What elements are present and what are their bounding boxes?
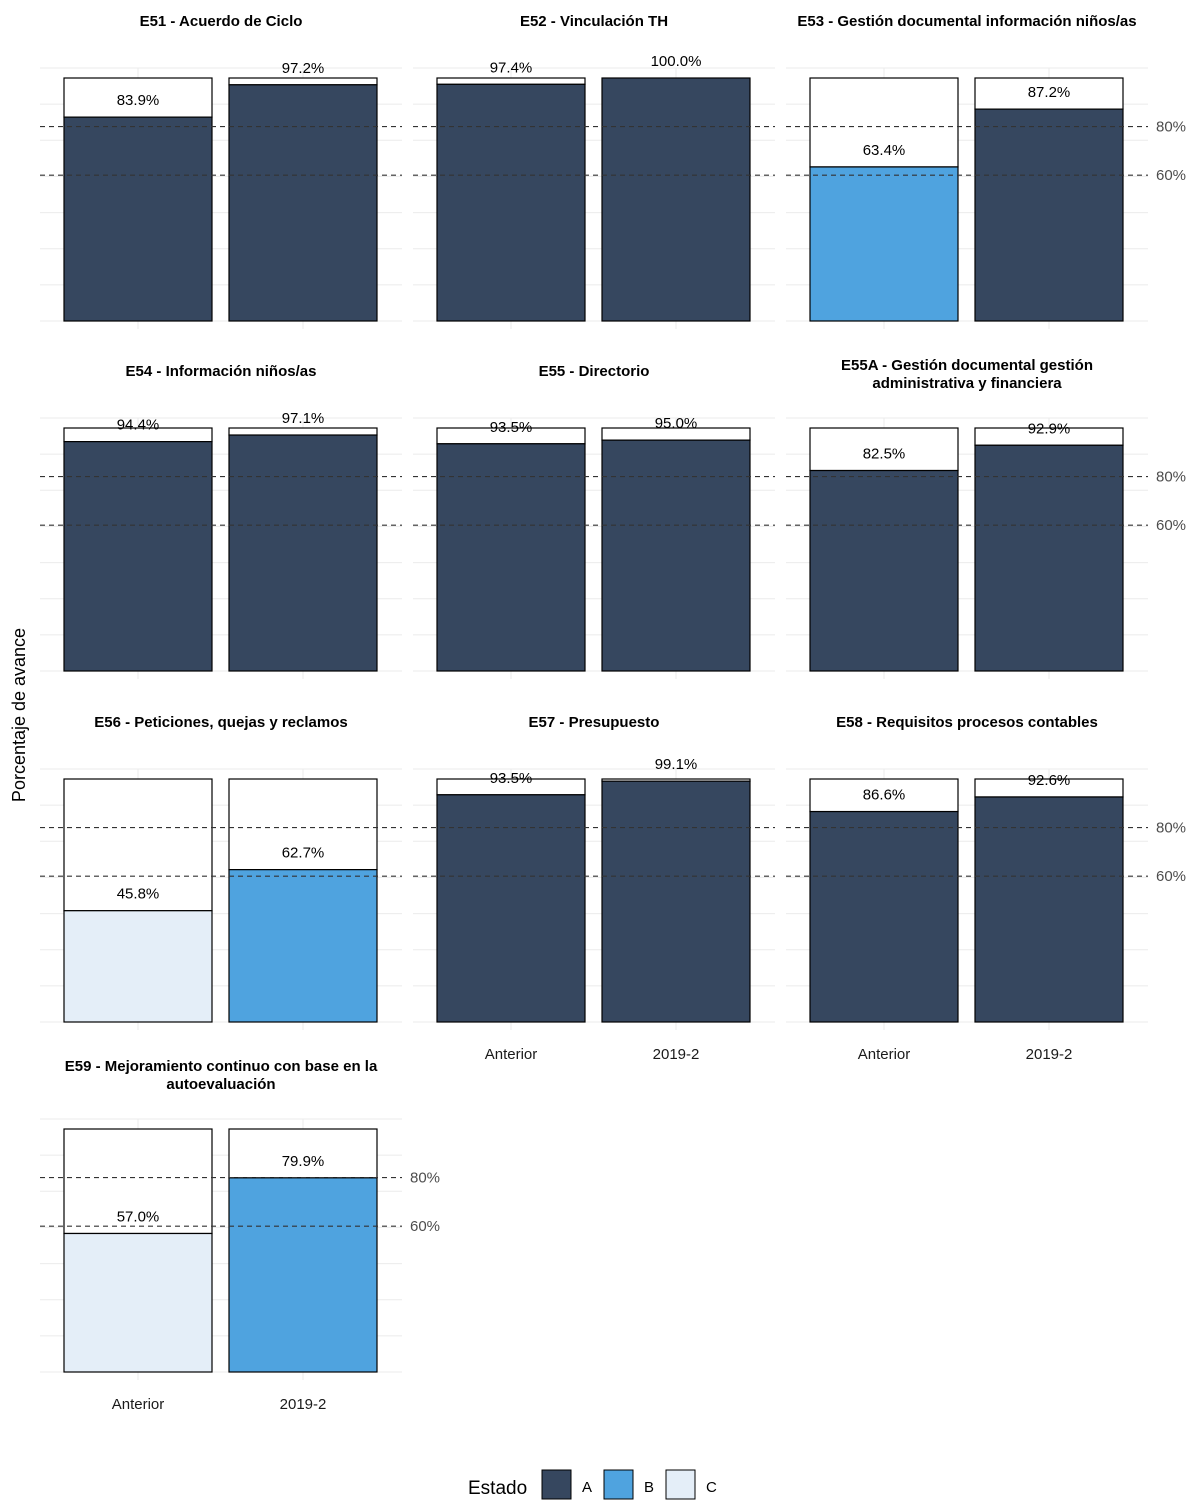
panel-title: E55A - Gestión documental gestión bbox=[841, 357, 1093, 374]
bar-B bbox=[809, 166, 959, 322]
x-tick-label: 2019-2 bbox=[653, 1046, 700, 1063]
bar-A bbox=[436, 794, 586, 1023]
panel-title: autoevaluación bbox=[166, 1076, 275, 1093]
bar-remainder bbox=[809, 778, 959, 813]
bar-A bbox=[974, 444, 1124, 672]
legend-title: Estado bbox=[468, 1478, 527, 1499]
bar-C bbox=[63, 910, 213, 1023]
value-label: 100.0% bbox=[651, 53, 702, 70]
value-label: 93.5% bbox=[490, 770, 533, 787]
bar-A bbox=[601, 439, 751, 672]
panel-title: E51 - Acuerdo de Ciclo bbox=[140, 13, 303, 30]
value-label: 92.9% bbox=[1028, 420, 1071, 437]
bar-remainder bbox=[809, 427, 959, 472]
panel-title: E53 - Gestión documental información niñ… bbox=[797, 13, 1136, 30]
bar-A bbox=[974, 796, 1124, 1023]
reference-line-label: 80% bbox=[1156, 820, 1186, 837]
legend-swatch-C bbox=[665, 1469, 696, 1500]
panel-title: administrativa y financiera bbox=[872, 375, 1062, 392]
value-label: 94.4% bbox=[117, 417, 160, 434]
value-label: 87.2% bbox=[1028, 84, 1071, 101]
reference-line-label: 80% bbox=[1156, 119, 1186, 136]
bar-A bbox=[63, 441, 213, 672]
bar-A bbox=[228, 84, 378, 322]
panel-title: E57 - Presupuesto bbox=[529, 714, 660, 731]
legend-swatch-B bbox=[603, 1469, 634, 1500]
bar-A bbox=[974, 108, 1124, 322]
bar-C bbox=[63, 1232, 213, 1373]
x-tick-label: Anterior bbox=[112, 1396, 165, 1413]
x-tick-label: Anterior bbox=[485, 1046, 538, 1063]
bar-remainder bbox=[436, 77, 586, 85]
value-label: 57.0% bbox=[117, 1208, 160, 1225]
bar-A bbox=[228, 434, 378, 672]
bar-remainder bbox=[63, 778, 213, 912]
bar-remainder bbox=[974, 77, 1124, 110]
legend-swatch-A bbox=[541, 1469, 572, 1500]
legend-key-label: C bbox=[706, 1479, 717, 1496]
value-label: 99.1% bbox=[655, 756, 698, 773]
reference-line-label: 60% bbox=[1156, 517, 1186, 534]
bar-A bbox=[436, 443, 586, 672]
value-label: 82.5% bbox=[863, 446, 906, 463]
panel-title: E59 - Mejoramiento continuo con base en … bbox=[65, 1058, 378, 1075]
reference-line-label: 60% bbox=[410, 1218, 440, 1235]
reference-line-label: 60% bbox=[1156, 167, 1186, 184]
x-tick-label: Anterior bbox=[858, 1046, 911, 1063]
value-label: 92.6% bbox=[1028, 772, 1071, 789]
bar-remainder bbox=[63, 1128, 213, 1235]
x-tick-label: 2019-2 bbox=[280, 1396, 327, 1413]
value-label: 97.4% bbox=[490, 59, 533, 76]
bar-B bbox=[228, 869, 378, 1023]
value-label: 45.8% bbox=[117, 886, 160, 903]
bar-B bbox=[228, 1177, 378, 1373]
value-label: 86.6% bbox=[863, 787, 906, 804]
panel-title: E54 - Información niños/as bbox=[126, 363, 317, 380]
panel-title: E52 - Vinculación TH bbox=[520, 13, 668, 30]
legend-key-label: B bbox=[644, 1479, 654, 1496]
bar-remainder bbox=[228, 77, 378, 86]
value-label: 79.9% bbox=[282, 1153, 325, 1170]
reference-line-label: 80% bbox=[1156, 469, 1186, 486]
bar-A bbox=[601, 780, 751, 1023]
panel-title: E58 - Requisitos procesos contables bbox=[836, 714, 1098, 731]
y-axis-label: Porcentaje de avance bbox=[9, 628, 29, 802]
panel-title: E56 - Peticiones, quejas y reclamos bbox=[94, 714, 347, 731]
bar-remainder bbox=[228, 1128, 378, 1179]
bar-A bbox=[809, 810, 959, 1023]
value-label: 83.9% bbox=[117, 92, 160, 109]
value-label: 95.0% bbox=[655, 415, 698, 432]
bar-A bbox=[436, 83, 586, 322]
reference-line-label: 80% bbox=[410, 1170, 440, 1187]
bar-A bbox=[601, 77, 751, 322]
value-label: 62.7% bbox=[282, 845, 325, 862]
bar-A bbox=[809, 469, 959, 672]
x-tick-label: 2019-2 bbox=[1026, 1046, 1073, 1063]
value-label: 93.5% bbox=[490, 419, 533, 436]
value-label: 97.2% bbox=[282, 60, 325, 77]
panel-title: E55 - Directorio bbox=[539, 363, 650, 380]
legend-key-label: A bbox=[582, 1479, 592, 1496]
bar-remainder bbox=[228, 778, 378, 871]
value-label: 97.1% bbox=[282, 410, 325, 427]
bar-remainder bbox=[63, 77, 213, 118]
reference-line-label: 60% bbox=[1156, 868, 1186, 885]
value-label: 63.4% bbox=[863, 142, 906, 159]
bar-remainder bbox=[228, 427, 378, 436]
bar-A bbox=[63, 116, 213, 322]
bar-remainder bbox=[809, 77, 959, 168]
